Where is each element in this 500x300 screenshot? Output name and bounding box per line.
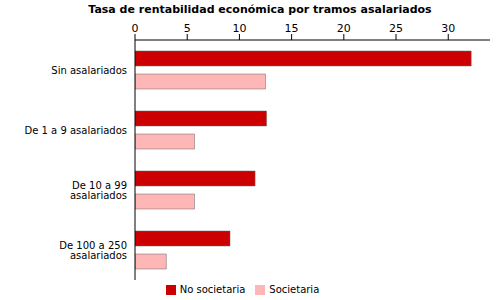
svg-text:20: 20 [337, 22, 351, 35]
svg-text:De 1 a 9 asalariados: De 1 a 9 asalariados [25, 125, 128, 136]
svg-text:De 10 a 99asalariados: De 10 a 99asalariados [70, 180, 127, 201]
svg-text:10: 10 [232, 22, 246, 35]
svg-text:0: 0 [132, 22, 139, 35]
svg-text:5: 5 [184, 22, 191, 35]
svg-text:15: 15 [285, 22, 299, 35]
html-text:Societaria: Societaria [269, 284, 320, 295]
svg-text:25: 25 [389, 22, 403, 35]
html-text:Tasa de rentabilidad económica: Tasa de rentabilidad económica por tramo… [88, 3, 432, 16]
svg-text:Sin asalariados: Sin asalariados [51, 65, 127, 76]
svg-text:De 100 a 250asalariados: De 100 a 250asalariados [59, 240, 127, 261]
html-text:No societaria: No societaria [179, 284, 246, 295]
svg-text:30: 30 [441, 22, 455, 35]
